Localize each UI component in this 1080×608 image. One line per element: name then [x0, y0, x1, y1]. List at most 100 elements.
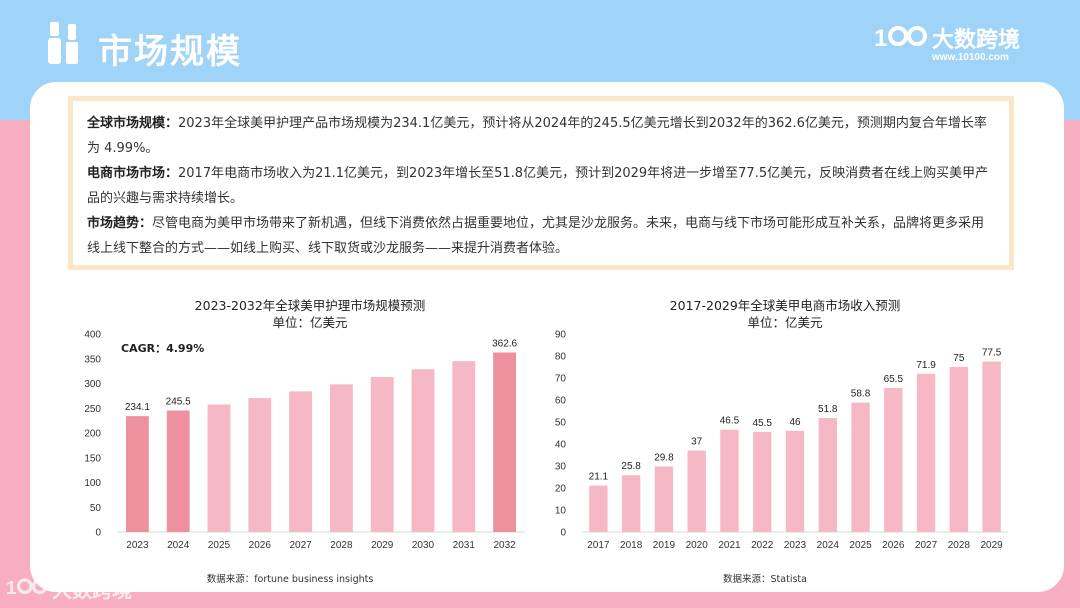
bar — [818, 418, 837, 532]
data-label: 58.8 — [851, 389, 871, 400]
x-tick-label: 2025 — [849, 540, 872, 551]
x-tick-label: 2026 — [882, 540, 905, 551]
watermark: 1 大数跨境 — [6, 572, 156, 604]
y-tick-label: 80 — [555, 352, 567, 363]
y-tick-label: 250 — [84, 404, 101, 415]
x-tick-label: 2022 — [751, 540, 774, 551]
x-tick-label: 2017 — [587, 540, 610, 551]
svg-text:1: 1 — [6, 577, 16, 598]
bar — [370, 376, 394, 532]
watermark-text: 大数跨境 — [52, 578, 132, 602]
page-title: 市场规模 — [98, 32, 242, 72]
data-label: 65.5 — [884, 374, 904, 385]
data-label: 21.1 — [589, 472, 609, 483]
bar — [982, 361, 1001, 532]
x-tick-label: 2028 — [330, 540, 353, 551]
x-tick-label: 2024 — [167, 540, 190, 551]
summary-paragraph: 全球市场规模：2023年全球美甲护理产品市场规模为234.1亿美元，预计将从20… — [87, 111, 995, 161]
y-tick-label: 30 — [555, 462, 567, 473]
y-tick-label: 350 — [84, 354, 101, 365]
x-tick-label: 2026 — [249, 540, 272, 551]
data-source: 数据来源：fortune business insights — [207, 573, 374, 585]
data-label: 245.5 — [166, 396, 191, 407]
bar — [753, 431, 772, 532]
x-tick-label: 2030 — [412, 540, 435, 551]
chart-title: 2023-2032年全球美甲护理市场规模预测 — [195, 298, 426, 313]
bar — [248, 398, 272, 532]
data-label: 51.8 — [818, 404, 838, 415]
data-label: 75 — [953, 353, 965, 364]
bar — [851, 402, 870, 532]
summary-text: 尽管电商为美甲市场带来了新机遇，但线下消费依然占据重要地位，尤其是沙龙服务。未来… — [87, 216, 985, 256]
summary-box: 全球市场规模：2023年全球美甲护理产品市场规模为234.1亿美元，预计将从20… — [68, 96, 1014, 270]
y-tick-label: 60 — [555, 396, 567, 407]
cagr-annotation: CAGR：4.99% — [121, 342, 204, 355]
bar — [621, 475, 641, 532]
nail-polish-icon — [48, 22, 78, 64]
summary-lead: 市场趋势： — [87, 216, 153, 231]
data-label: 234.1 — [125, 402, 150, 413]
y-tick-label: 0 — [560, 528, 566, 539]
summary-text: 2023年全球美甲护理产品市场规模为234.1亿美元，预计将从2024年的245… — [87, 116, 987, 156]
header-bar: 市场规模 1 大数跨境 www.10100.com — [0, 0, 1080, 84]
bar — [411, 369, 435, 532]
x-tick-label: 2025 — [208, 540, 231, 551]
summary-paragraph: 市场趋势：尽管电商为美甲市场带来了新机遇，但线下消费依然占据重要地位，尤其是沙龙… — [87, 211, 995, 261]
bar — [949, 367, 969, 532]
chart-subtitle: 单位：亿美元 — [272, 315, 347, 330]
data-label: 71.9 — [916, 360, 936, 371]
y-tick-label: 50 — [555, 418, 567, 429]
bar — [884, 387, 903, 532]
svg-text:1: 1 — [874, 25, 887, 52]
data-label: 46.5 — [720, 416, 740, 427]
bar — [785, 430, 805, 532]
y-tick-label: 0 — [95, 528, 101, 539]
x-tick-label: 2021 — [718, 540, 741, 551]
x-tick-label: 2019 — [653, 540, 676, 551]
bar — [720, 429, 739, 532]
y-tick-label: 200 — [84, 429, 101, 440]
data-label: 25.8 — [621, 461, 641, 472]
brand-url: www.10100.com — [932, 52, 1009, 63]
y-tick-label: 300 — [84, 379, 101, 390]
x-tick-label: 2029 — [371, 540, 394, 551]
brand-logo: 1 大数跨境 www.10100.com — [874, 20, 1044, 68]
brand-name: 大数跨境 — [932, 28, 1021, 53]
bar — [589, 485, 608, 532]
summary-paragraph: 电商市场市场：2017年电商市场收入为21.1亿美元，到2023年增长至51.8… — [87, 161, 995, 211]
data-label: 362.6 — [492, 339, 517, 350]
bar — [289, 391, 313, 532]
y-tick-label: 150 — [84, 453, 101, 464]
bar — [166, 410, 190, 532]
chart-title: 2017-2029年全球美甲电商市场收入预测 — [670, 298, 901, 313]
x-tick-label: 2024 — [817, 540, 840, 551]
bar — [207, 404, 231, 532]
data-label: 77.5 — [982, 348, 1002, 359]
brand-10100-icon: 1 — [874, 25, 927, 52]
watermark-logo-icon: 1 — [6, 577, 48, 598]
data-label: 37 — [691, 437, 703, 448]
x-tick-label: 2031 — [453, 540, 476, 551]
y-tick-label: 40 — [555, 440, 567, 451]
summary-lead: 全球市场规模： — [87, 116, 179, 131]
y-tick-label: 20 — [555, 484, 567, 495]
y-tick-label: 90 — [555, 330, 567, 341]
y-tick-label: 10 — [555, 506, 567, 517]
x-tick-label: 2027 — [915, 540, 938, 551]
data-source: 数据来源：Statista — [723, 573, 807, 585]
x-tick-label: 2027 — [289, 540, 312, 551]
summary-text: 2017年电商市场收入为21.1亿美元，到2023年增长至51.8亿美元，预计到… — [87, 166, 989, 206]
bar — [329, 384, 353, 532]
bar — [916, 373, 936, 532]
y-tick-label: 100 — [84, 478, 101, 489]
bar — [687, 450, 706, 532]
x-tick-label: 2020 — [686, 540, 709, 551]
x-tick-label: 2028 — [948, 540, 971, 551]
x-tick-label: 2032 — [493, 540, 516, 551]
ecommerce-revenue-chart: 2017-2029年全球美甲电商市场收入预测 单位：亿美元 0 10 20 30 40 50 6… — [550, 292, 1020, 592]
data-label: 45.5 — [752, 418, 772, 429]
y-tick-label: 50 — [90, 503, 102, 514]
x-tick-label: 2023 — [784, 540, 807, 551]
